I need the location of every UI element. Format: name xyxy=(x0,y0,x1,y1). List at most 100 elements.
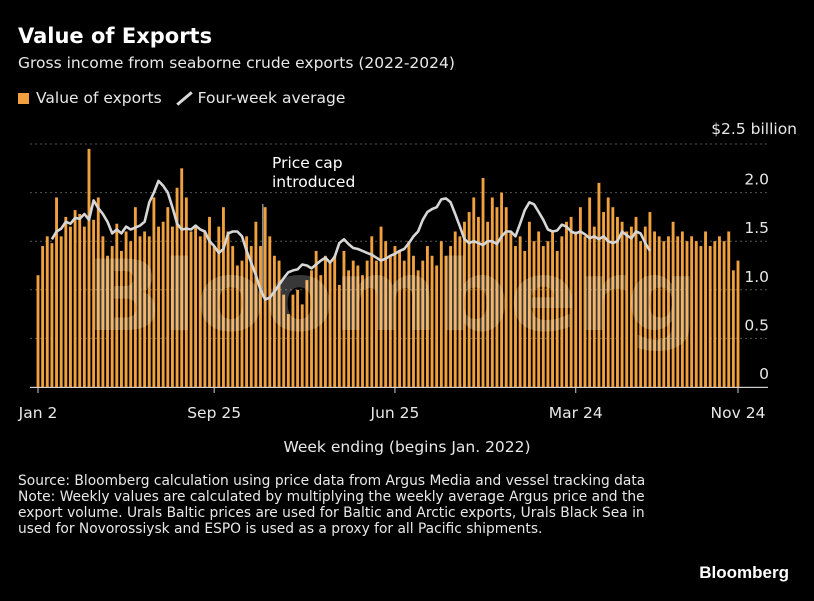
bar-week-129 xyxy=(634,216,638,387)
bar-week-10 xyxy=(82,226,86,387)
bar-week-84 xyxy=(425,246,429,387)
legend-bar-swatch xyxy=(18,92,29,104)
bar-week-44 xyxy=(240,260,244,387)
bar-week-148 xyxy=(722,241,726,387)
bar-week-112 xyxy=(555,250,559,387)
bar-week-104 xyxy=(518,236,522,387)
bar-week-26 xyxy=(157,226,160,387)
bloomberg-logo: Bloomberg xyxy=(699,563,789,582)
bar-week-63 xyxy=(328,260,332,387)
bar-week-45 xyxy=(245,236,249,387)
bar-week-28 xyxy=(166,207,170,387)
bar-week-126 xyxy=(620,221,624,387)
bar-week-146 xyxy=(713,241,717,387)
bar-week-64 xyxy=(333,255,337,387)
bar-week-24 xyxy=(147,236,151,387)
bar-week-91 xyxy=(458,236,462,387)
x-tick-label-2: Jun 25 xyxy=(370,404,420,422)
x-tick-label-3: Mar 24 xyxy=(549,404,603,422)
bar-week-113 xyxy=(560,236,564,387)
bar-week-70 xyxy=(361,275,364,387)
bar-week-94 xyxy=(472,197,476,387)
bar-week-115 xyxy=(569,216,573,387)
bar-week-81 xyxy=(412,255,415,387)
bar-week-96 xyxy=(481,178,485,387)
bar-week-8 xyxy=(73,210,77,387)
bar-week-105 xyxy=(523,250,527,387)
bar-week-79 xyxy=(402,260,406,387)
bar-week-127 xyxy=(625,231,629,387)
bar-week-16 xyxy=(110,246,114,387)
bar-week-13 xyxy=(96,197,100,387)
chart-title: Value of Exports xyxy=(18,24,213,48)
bar-week-78 xyxy=(398,250,402,387)
y-tick-label-0: 0 xyxy=(759,365,769,383)
bar-week-41 xyxy=(226,231,230,387)
bar-week-48 xyxy=(259,246,262,387)
bar-week-68 xyxy=(351,260,355,387)
bar-week-122 xyxy=(602,212,605,387)
bar-week-50 xyxy=(268,236,272,387)
bar-week-99 xyxy=(495,207,499,387)
note-text: Note: Weekly values are calculated by mu… xyxy=(18,489,645,537)
bar-week-55 xyxy=(291,294,295,387)
bar-week-145 xyxy=(708,246,712,387)
bar-week-116 xyxy=(574,231,578,387)
x-tick-label-1: Sep 25 xyxy=(187,404,241,422)
bar-week-69 xyxy=(356,265,360,387)
bar-week-150 xyxy=(731,270,735,387)
bar-week-111 xyxy=(551,231,555,387)
bar-week-43 xyxy=(235,265,239,387)
bar-week-123 xyxy=(606,197,610,387)
bar-week-92 xyxy=(463,221,466,387)
bar-week-138 xyxy=(676,236,680,387)
bar-week-82 xyxy=(416,270,420,387)
bar-week-57 xyxy=(300,304,304,387)
legend-item-four-week-average: Four-week average xyxy=(176,89,346,107)
bar-week-85 xyxy=(430,255,434,387)
bar-week-149 xyxy=(727,231,731,387)
y-tick-label-1: 0.5 xyxy=(744,316,769,334)
bar-week-56 xyxy=(296,289,300,387)
bar-week-14 xyxy=(101,236,105,387)
legend-label-four-week-average: Four-week average xyxy=(197,89,346,107)
bar-week-75 xyxy=(384,241,388,387)
bar-week-118 xyxy=(583,236,587,387)
bar-week-136 xyxy=(667,236,670,387)
bar-week-151 xyxy=(736,260,740,387)
bar-week-30 xyxy=(175,187,179,387)
bar-week-89 xyxy=(449,246,453,387)
bar-week-9 xyxy=(78,213,82,387)
bar-week-54 xyxy=(286,314,290,387)
bar-week-66 xyxy=(342,250,346,387)
bar-week-29 xyxy=(171,226,174,387)
bar-week-58 xyxy=(305,280,309,387)
bar-week-36 xyxy=(203,231,207,387)
bar-week-3 xyxy=(50,243,54,387)
bar-week-22 xyxy=(138,236,142,387)
bar-week-137 xyxy=(671,221,675,387)
bar-week-5 xyxy=(59,236,63,387)
y-tick-label-4: 2.0 xyxy=(744,171,769,189)
bar-week-108 xyxy=(537,231,541,387)
bar-week-23 xyxy=(143,231,147,387)
bar-week-62 xyxy=(323,255,327,387)
bar-week-90 xyxy=(453,231,457,387)
bar-week-128 xyxy=(629,226,633,387)
bar-week-37 xyxy=(208,216,211,387)
bar-week-39 xyxy=(217,226,221,387)
y-tick-label-2: 1.0 xyxy=(744,268,769,286)
bar-week-33 xyxy=(189,231,193,387)
bar-week-25 xyxy=(152,197,156,387)
bar-week-21 xyxy=(133,207,137,387)
x-tick-label-0: Jan 2 xyxy=(18,404,58,422)
legend-item-value-of-exports: Value of exports xyxy=(18,89,162,107)
bar-week-38 xyxy=(212,246,216,387)
bar-week-73 xyxy=(374,260,378,387)
bar-week-7 xyxy=(69,226,72,387)
bar-week-144 xyxy=(704,231,707,387)
bar-week-139 xyxy=(680,231,684,387)
bar-week-114 xyxy=(565,221,568,387)
bar-week-4 xyxy=(55,197,58,387)
